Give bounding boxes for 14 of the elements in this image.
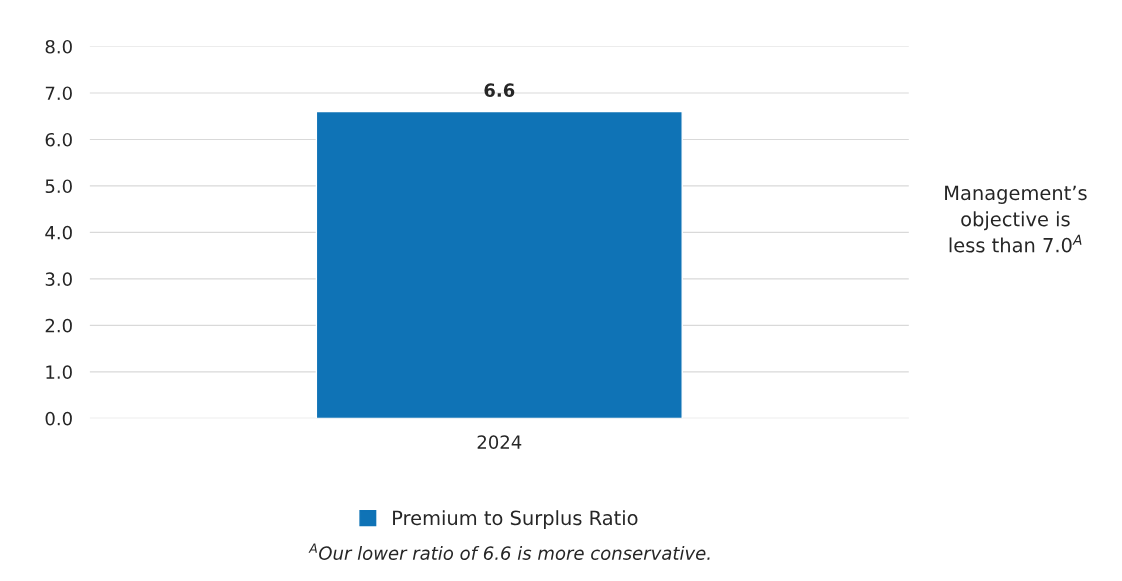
y-tick-label: 4.0 bbox=[45, 225, 72, 240]
x-tick-label: 2024 bbox=[477, 435, 522, 449]
y-tick-label: 8.0 bbox=[45, 39, 72, 54]
y-tick-label: 0.0 bbox=[45, 411, 72, 426]
y-tick-label: 5.0 bbox=[45, 179, 72, 194]
y-tick-label: 2.0 bbox=[45, 318, 72, 333]
legend-label: Premium to Surplus Ratio bbox=[393, 510, 638, 530]
y-tick-label: 6.0 bbox=[45, 132, 72, 147]
y-tick-label: 7.0 bbox=[45, 86, 72, 101]
data-label: 6.6 bbox=[484, 83, 515, 97]
text: Management’s objective is less than 7.0$^{A}$ bbox=[945, 185, 1087, 253]
y-tick-label: 3.0 bbox=[45, 272, 72, 286]
text: $^{A}$Our lower ratio of 6.6 is more conservative. bbox=[308, 543, 710, 560]
y-tick-label: 1.0 bbox=[46, 365, 72, 379]
